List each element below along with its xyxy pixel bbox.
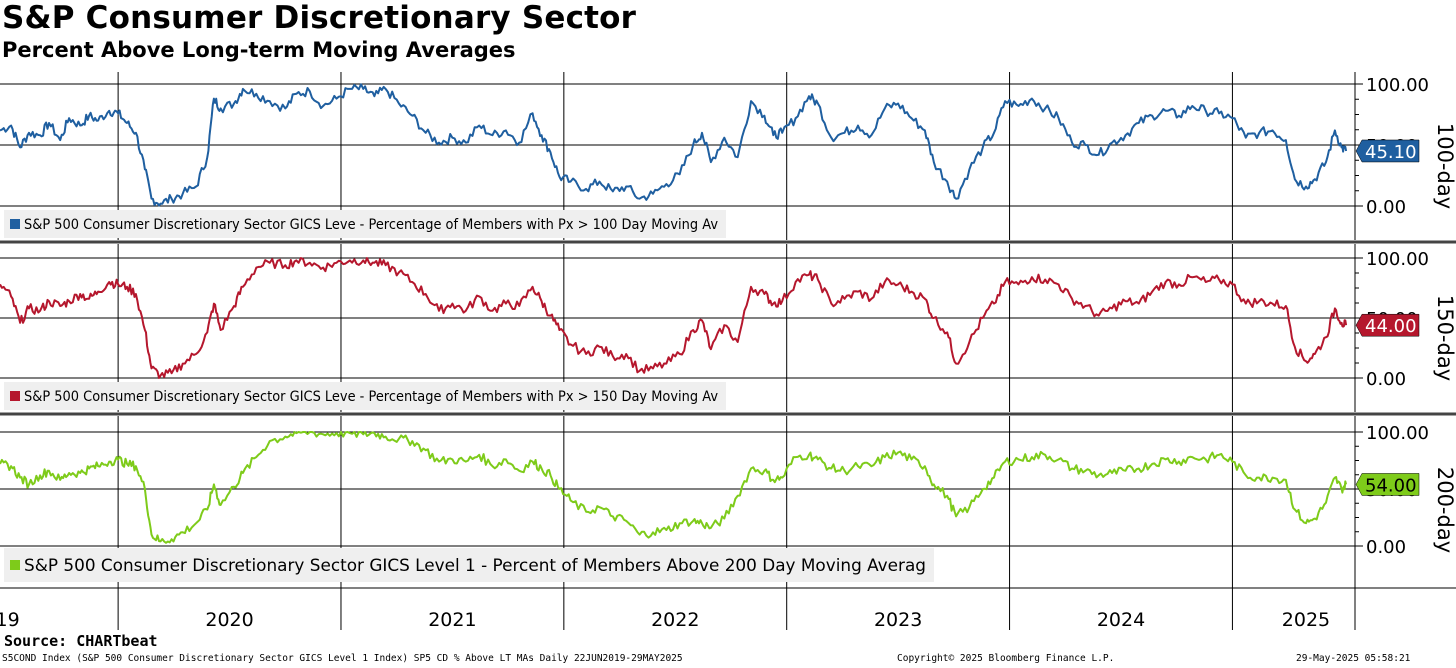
legend-s200: S&P 500 Consumer Discretionary Sector GI… [4,548,934,582]
y-tick-label: 0.00 [1366,197,1406,218]
series-line-s150 [0,257,1348,379]
last-value-badge [1355,139,1420,163]
series-line-s200 [0,431,1348,544]
last-value-tag-s150: 44.00 [1355,313,1420,337]
source-label: Source: CHARTbeat [4,632,158,650]
footer-timestamp: 29-May-2025 05:58:21 [1296,653,1411,664]
legend-s150: S&P 500 Consumer Discretionary Sector GI… [4,382,726,410]
x-tick-label: 2022 [651,609,699,631]
legend-bg [4,382,726,410]
axis-title-s200: 200-day [1433,467,1456,553]
x-tick-label: 2019 [0,609,20,631]
axis-title-s150: 150-day [1433,295,1456,381]
x-axis: 2019 2020 2021 2022 2023 2024 2025 [0,584,1456,631]
x-tick-label: 2021 [428,609,476,631]
axis-title-s100: 100-day [1433,123,1456,209]
y-tick-label: 0.00 [1366,537,1406,558]
chart-subtitle: Percent Above Long-term Moving Averages [2,38,516,62]
legend-bg [4,548,934,582]
legend-text: S&P 500 Consumer Discretionary Sector GI… [24,556,926,576]
chart-title: S&P Consumer Discretionary Sector [2,0,637,36]
legend-swatch [10,560,20,570]
legend-swatch [10,391,20,401]
series-line-s100 [0,83,1348,207]
last-value-label: 54.00 [1365,475,1417,496]
y-tick-label: 100.00 [1366,423,1429,444]
last-value-label: 44.00 [1365,316,1417,337]
y-tick-label: 100.00 [1366,75,1429,96]
y-tick-label: 100.00 [1366,249,1429,270]
legend-swatch [10,219,20,229]
y-tick-label: 0.00 [1366,369,1406,390]
x-tick-label: 2023 [874,609,922,631]
legend-text: S&P 500 Consumer Discretionary Sector GI… [24,389,718,405]
legend-bg [4,210,726,238]
last-value-tag-s100: 45.10 [1355,139,1420,163]
last-value-tag-s200: 54.00 [1355,473,1420,496]
legend-s100: S&P 500 Consumer Discretionary Sector GI… [4,210,726,238]
x-tick-label: 2020 [205,609,253,631]
legend-text: S&P 500 Consumer Discretionary Sector GI… [24,217,718,233]
footer-copyright: Copyright© 2025 Bloomberg Finance L.P. [897,653,1115,664]
x-tick-label: 2025 [1282,609,1330,631]
footer-description: S5COND Index (S&P 500 Consumer Discretio… [2,653,683,664]
x-tick-label: 2024 [1097,609,1145,631]
last-value-badge [1355,473,1420,496]
last-value-label: 45.10 [1365,142,1417,163]
last-value-badge [1355,313,1420,337]
